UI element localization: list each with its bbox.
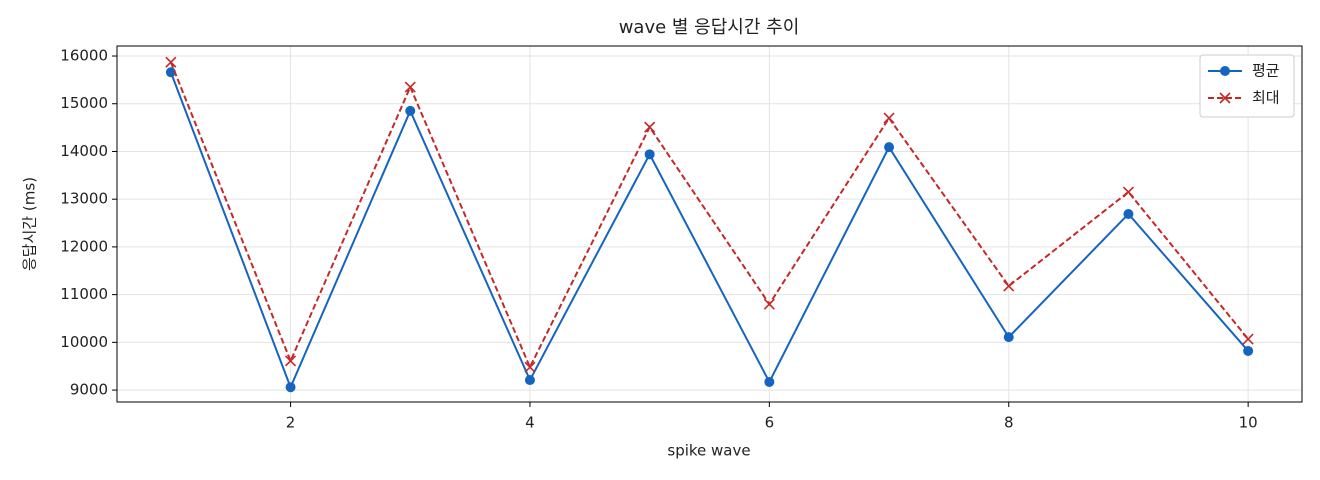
marker xyxy=(284,355,297,367)
marker xyxy=(285,382,296,393)
y-tick-label: 9000 xyxy=(70,381,108,399)
marker xyxy=(1242,333,1254,345)
legend-box xyxy=(1199,54,1295,118)
marker xyxy=(1123,208,1134,219)
marker xyxy=(764,376,775,387)
x-axis-label: spike wave xyxy=(667,442,750,460)
x-tick-label: 8 xyxy=(1004,414,1014,432)
x-tick-label: 6 xyxy=(765,414,775,432)
marker xyxy=(1219,92,1231,104)
marker-cross xyxy=(1003,280,1015,292)
series-line xyxy=(169,71,1249,390)
series-line xyxy=(169,61,1249,370)
chart-title: wave 별 응답시간 추이 xyxy=(619,17,800,38)
x-tick-label: 10 xyxy=(1239,414,1258,432)
y-tick-label: 13000 xyxy=(60,190,108,208)
y-tick-label: 16000 xyxy=(60,47,108,65)
marker xyxy=(1003,280,1015,292)
marker xyxy=(883,112,895,124)
marker-cross xyxy=(165,56,177,68)
x-tick-label: 4 xyxy=(525,414,535,432)
y-axis-label: 응답시간 (ms) xyxy=(21,177,39,271)
marker xyxy=(644,121,656,133)
marker xyxy=(644,149,655,160)
y-tick-label: 12000 xyxy=(60,237,108,255)
marker-cross xyxy=(644,121,656,133)
marker-cross xyxy=(1242,333,1254,345)
y-tick-label: 11000 xyxy=(60,285,108,303)
marker xyxy=(165,67,176,78)
marker xyxy=(404,81,416,93)
marker xyxy=(1220,66,1230,76)
marker-cross xyxy=(763,298,775,310)
marker xyxy=(884,142,895,153)
marker-cross xyxy=(524,361,536,373)
legend-label: 평균 xyxy=(1252,62,1280,80)
plot-frame xyxy=(116,45,1303,403)
marker xyxy=(405,105,416,116)
marker-cross xyxy=(404,81,416,93)
marker xyxy=(763,298,775,310)
marker xyxy=(1122,186,1135,198)
y-tick-label: 15000 xyxy=(60,94,108,112)
marker-cross xyxy=(284,355,297,367)
y-tick-label: 14000 xyxy=(60,142,108,160)
marker xyxy=(1243,345,1254,356)
marker-cross xyxy=(1122,186,1135,198)
marker-cross xyxy=(1219,92,1231,104)
x-tick-label: 2 xyxy=(286,414,296,432)
marker-cross xyxy=(883,112,895,124)
marker xyxy=(524,361,536,373)
marker xyxy=(165,56,177,68)
marker xyxy=(524,375,535,386)
marker xyxy=(1003,332,1014,343)
legend-label: 최대 xyxy=(1252,89,1280,107)
y-tick-label: 10000 xyxy=(60,333,108,351)
